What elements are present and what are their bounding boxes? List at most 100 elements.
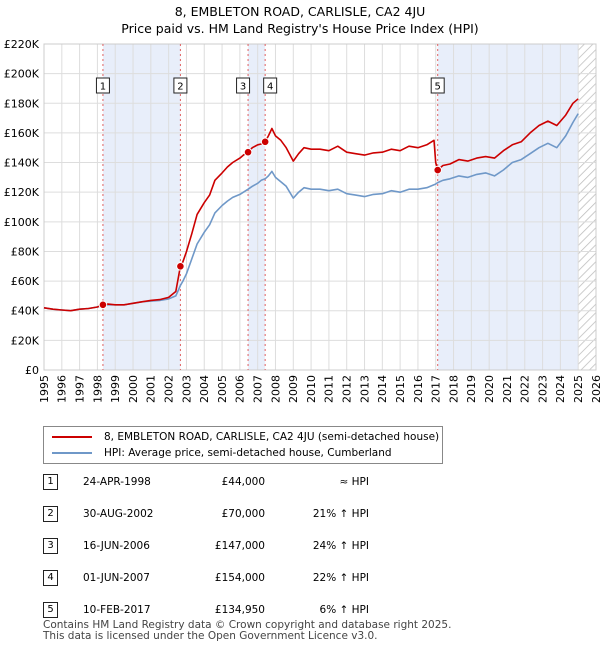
footer-line-1: Contains HM Land Registry data © Crown c… — [43, 619, 452, 631]
sale-number: 1 — [43, 474, 58, 490]
x-tick-label: 1998 — [91, 375, 104, 403]
sale-hpi-comparison: 22% ↑ HPI — [312, 572, 369, 584]
sale-number-box — [236, 77, 251, 94]
sale-date: 01-JUN-2007 — [83, 572, 150, 584]
y-tick-label: £200K — [4, 68, 40, 81]
table-row: 4 01-JUN-2007 £154,000 22% ↑ HPI — [43, 570, 443, 586]
x-tick-label: 2007 — [252, 375, 265, 403]
sale-date: 16-JUN-2006 — [83, 540, 150, 552]
sale-date: 30-AUG-2002 — [83, 508, 154, 520]
x-tick-label: 1999 — [109, 375, 122, 403]
y-tick-label: £120K — [4, 186, 40, 199]
sale-point — [98, 300, 108, 310]
sale-number: 4 — [43, 570, 58, 586]
sale-hpi-comparison: ≈ HPI — [339, 476, 369, 488]
chart-title: 8, EMBLETON ROAD, CARLISLE, CA2 4JU Pric… — [0, 3, 600, 37]
sale-hpi-comparison: 21% ↑ HPI — [312, 508, 369, 520]
x-tick-label: 2023 — [536, 375, 549, 403]
x-tick-label: 2021 — [501, 375, 514, 403]
x-tick-label: 2016 — [412, 375, 425, 403]
y-tick-label: £220K — [4, 38, 40, 51]
sale-price: £147,000 — [214, 540, 265, 552]
sale-price: £44,000 — [221, 476, 265, 488]
sale-number-label: 3 — [240, 82, 246, 93]
footer: Contains HM Land Registry data © Crown c… — [43, 620, 451, 642]
sale-hpi-comparison: 6% ↑ HPI — [319, 604, 369, 616]
x-tick-label: 2000 — [127, 375, 140, 403]
footer-line-2: This data is licensed under the Open Gov… — [43, 630, 378, 642]
legend: 8, EMBLETON ROAD, CARLISLE, CA2 4JU (sem… — [43, 426, 443, 464]
x-tick-label: 2015 — [394, 375, 407, 403]
x-tick-label: 2009 — [287, 375, 300, 403]
table-row: 3 16-JUN-2006 £147,000 24% ↑ HPI — [43, 538, 443, 554]
y-tick-label: £80K — [11, 245, 40, 258]
sale-number: 3 — [43, 538, 58, 554]
x-tick-label: 1996 — [56, 375, 69, 403]
sale-number-box — [263, 77, 278, 94]
sale-point — [243, 147, 253, 157]
y-tick-label: £140K — [4, 157, 40, 170]
sale-point — [176, 261, 185, 271]
ownership-shade — [248, 44, 266, 370]
sale-point — [260, 137, 270, 147]
x-tick-label: 2013 — [358, 375, 371, 403]
title-line-2: Price paid vs. HM Land Registry's House … — [121, 21, 479, 36]
sale-date: 10-FEB-2017 — [83, 604, 151, 616]
projection-hatch — [578, 44, 596, 370]
sale-price: £134,950 — [214, 604, 265, 616]
y-tick-label: £40K — [11, 305, 40, 318]
sale-hpi-comparison: 24% ↑ HPI — [312, 540, 369, 552]
y-tick-label: £180K — [4, 97, 40, 110]
x-tick-label: 2024 — [554, 375, 567, 403]
x-tick-label: 2022 — [519, 375, 532, 403]
x-tick-label: 2002 — [162, 375, 175, 403]
x-tick-label: 2001 — [145, 375, 158, 403]
sale-point — [433, 165, 443, 175]
x-tick-label: 2010 — [305, 375, 318, 403]
x-tick-label: 2004 — [198, 375, 211, 403]
sale-number-label: 5 — [435, 82, 441, 93]
y-tick-label: £0 — [25, 364, 39, 377]
table-row: 2 30-AUG-2002 £70,000 21% ↑ HPI — [43, 506, 443, 522]
sale-number-box — [95, 77, 110, 94]
sale-number-label: 4 — [267, 82, 273, 93]
x-tick-label: 2014 — [376, 375, 389, 403]
sale-date: 24-APR-1998 — [83, 476, 151, 488]
y-tick-label: £20K — [11, 334, 40, 347]
x-tick-label: 2011 — [323, 375, 336, 403]
legend-label-property: 8, EMBLETON ROAD, CARLISLE, CA2 4JU (sem… — [104, 431, 440, 443]
legend-swatch-property — [52, 436, 92, 438]
x-tick-label: 2008 — [269, 375, 282, 403]
legend-item-hpi: HPI: Average price, semi-detached house,… — [52, 445, 392, 461]
legend-item-property: 8, EMBLETON ROAD, CARLISLE, CA2 4JU (sem… — [52, 429, 439, 445]
x-tick-label: 2020 — [483, 375, 496, 403]
x-tick-label: 1995 — [38, 375, 51, 403]
x-tick-label: 2006 — [234, 375, 247, 403]
legend-label-hpi: HPI: Average price, semi-detached house,… — [104, 447, 392, 459]
y-tick-label: £100K — [4, 216, 40, 229]
ownership-shade — [102, 44, 181, 370]
table-row: 5 10-FEB-2017 £134,950 6% ↑ HPI — [43, 602, 443, 618]
x-tick-label: 2025 — [572, 375, 585, 403]
x-tick-label: 2012 — [341, 375, 354, 403]
x-tick-label: 2003 — [180, 375, 193, 403]
sale-number: 5 — [43, 602, 58, 618]
price-chart: £0 £20K £40K £60K £80K £100K £120K £140K £160K £1… — [4, 38, 600, 403]
x-tick-label: 2005 — [216, 375, 229, 403]
legend-swatch-hpi — [52, 452, 92, 454]
sale-number-box — [430, 77, 445, 94]
x-tick-label: 2026 — [590, 375, 600, 403]
y-tick-label: £160K — [4, 127, 40, 140]
x-tick-label: 2018 — [447, 375, 460, 403]
table-row: 1 24-APR-1998 £44,000 ≈ HPI — [43, 474, 443, 490]
y-tick-label: £60K — [11, 275, 40, 288]
x-tick-label: 1997 — [73, 375, 86, 403]
x-tick-label: 2017 — [430, 375, 443, 403]
x-tick-label: 2019 — [465, 375, 478, 403]
sale-price: £154,000 — [214, 572, 265, 584]
ownership-shade — [437, 44, 579, 370]
sale-price: £70,000 — [221, 508, 265, 520]
sale-number-box — [173, 77, 188, 94]
title-line-1: 8, EMBLETON ROAD, CARLISLE, CA2 4JU — [174, 4, 426, 19]
plot-area — [43, 43, 597, 371]
